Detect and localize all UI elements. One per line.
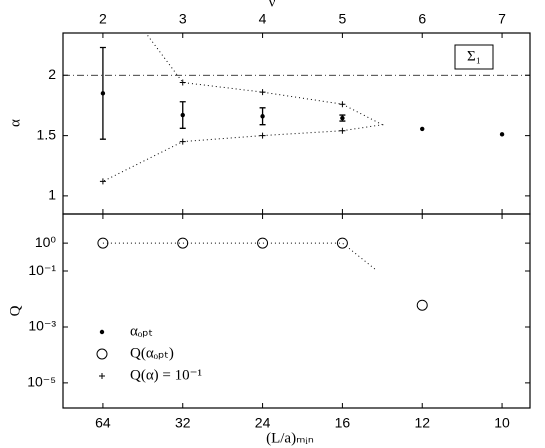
legend-label: Q(αₒₚₜ): [130, 345, 174, 361]
x-axis-title-top: ν: [269, 0, 276, 10]
x-tick-label: 12: [414, 415, 430, 431]
point: [100, 91, 106, 96]
x-tick-label: 6: [418, 11, 426, 27]
legend-marker: [96, 348, 108, 360]
annotation-box: [454, 44, 494, 70]
y-axis-title: Q: [7, 305, 23, 316]
point: [336, 237, 348, 249]
x-axis-title: (L/a)ₘᵢₙ: [266, 430, 314, 446]
y-tick-label: 2: [48, 66, 56, 82]
x-tick-label: 2: [99, 11, 107, 27]
y-tick-label: 10⁻⁵: [27, 374, 56, 390]
y-tick-label: 10⁻¹: [28, 262, 56, 278]
point: [259, 132, 266, 139]
legend-label: Q(α) = 10⁻¹: [130, 367, 202, 383]
point: [339, 127, 346, 134]
y-tick-label: 10⁰: [35, 234, 57, 250]
y-tick-label: 1: [48, 187, 56, 203]
x-tick-label: 4: [259, 11, 267, 27]
point: [416, 299, 428, 311]
x-tick-label: 10: [494, 415, 510, 431]
x-tick-label: 5: [339, 11, 347, 27]
y-tick-label: 1.5: [37, 126, 57, 142]
point: [420, 126, 425, 132]
legend-marker: [99, 373, 105, 379]
trend-line: [102, 242, 377, 271]
x-tick-label: 3: [179, 11, 187, 27]
x-tick-label: 16: [335, 415, 351, 431]
point: [260, 114, 265, 119]
point: [99, 178, 106, 185]
plot-frame: [62, 213, 531, 409]
point: [340, 115, 345, 121]
point: [339, 101, 346, 108]
point: [179, 138, 186, 145]
y-axis-title: α: [7, 119, 23, 127]
legend-marker: [99, 329, 105, 335]
x-tick-label: 32: [175, 415, 191, 431]
x-tick-label: 64: [95, 415, 111, 431]
y-tick-label: 10⁻³: [28, 318, 56, 334]
x-tick-label: 24: [255, 415, 271, 431]
point: [180, 112, 185, 118]
legend-label: αₒₚₜ: [130, 323, 153, 339]
point: [259, 89, 266, 96]
trend-line: [102, 35, 384, 182]
x-tick-label: 7: [498, 11, 506, 27]
annotation: Σ₁: [467, 48, 481, 64]
point: [499, 132, 505, 137]
